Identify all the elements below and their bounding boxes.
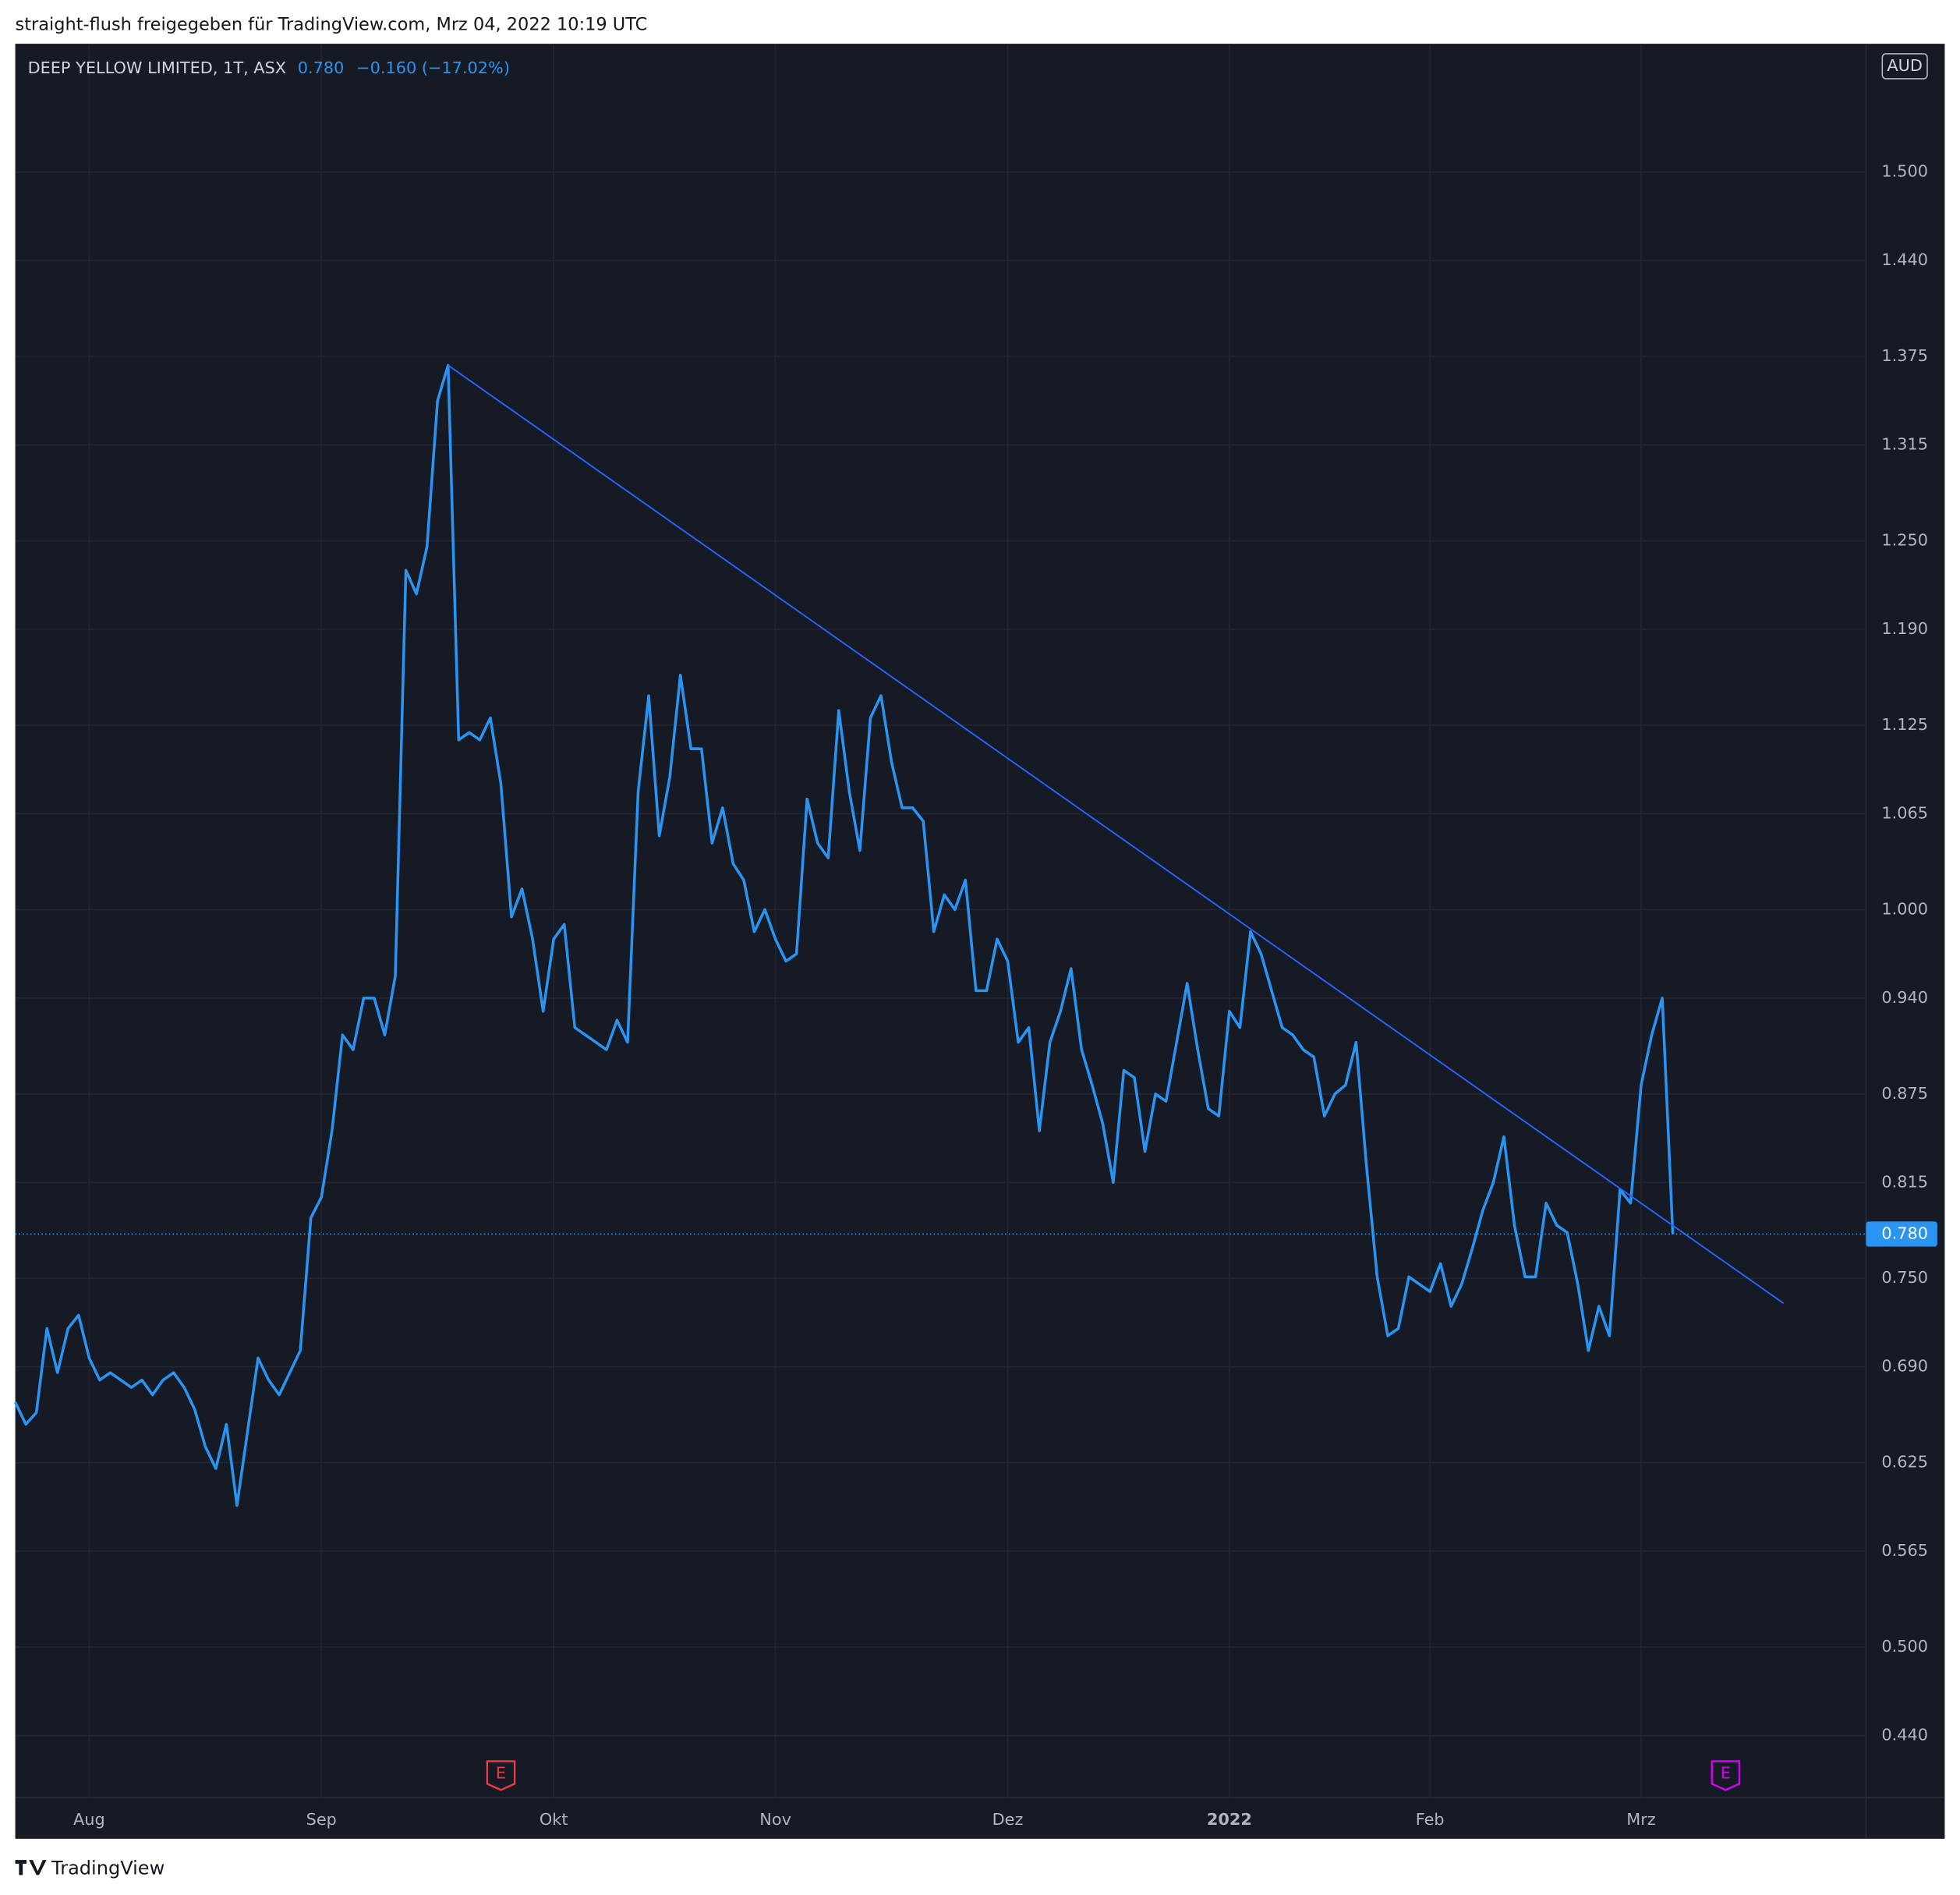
x-tick-label: Okt [540,1810,568,1829]
y-tick-label: 0.625 [1881,1453,1928,1472]
y-tick-label: 0.690 [1881,1357,1928,1376]
share-caption: straight-flush freigegeben für TradingVi… [16,15,648,35]
y-tick-label: 1.065 [1881,803,1928,822]
y-tick-label: 0.750 [1881,1268,1928,1287]
earnings-marker [486,1760,516,1791]
y-tick-label: 1.440 [1881,250,1928,269]
y-tick-label: 1.315 [1881,435,1928,454]
x-tick-label: Mrz [1626,1810,1656,1829]
chart-pane [15,44,1945,1839]
x-tick-label: Aug [73,1810,105,1829]
axes: 1.500 1.440 1.375 1.315 1.250 1.190 1.125 1.065… [73,162,1937,1829]
x-tick-label: 2022 [1207,1810,1252,1829]
x-tick-label: Nov [759,1810,791,1829]
last-price-badge [1866,1221,1937,1247]
last-price-label: 0.780 [1881,1224,1928,1242]
y-tick-label: 1.500 [1881,162,1928,181]
brand-name: TradingView [51,1857,165,1879]
y-tick-label: 0.500 [1881,1637,1928,1656]
y-tick-label: 1.190 [1881,619,1928,638]
x-tick-label: Dez [992,1810,1024,1829]
y-tick-label: 0.875 [1881,1084,1928,1103]
y-tick-label: 0.815 [1881,1172,1928,1191]
earnings-label: E [496,1764,506,1783]
y-tick-label: 0.565 [1881,1541,1928,1560]
x-tick-label: Sep [306,1810,337,1829]
y-tick-label: 1.375 [1881,346,1928,365]
currency-badge[interactable] [1881,53,1928,80]
y-tick-label: 0.940 [1881,988,1928,1007]
earnings-label: E [1721,1764,1731,1783]
price-line [13,363,1675,1507]
brand-logo [15,1860,47,1876]
y-tick-label: 1.125 [1881,715,1928,734]
trend-line [448,364,1785,1305]
y-tick-label: 1.000 [1881,899,1928,918]
earnings-marker [1711,1760,1741,1791]
x-tick-label: Feb [1416,1810,1445,1829]
currency-label: AUD [1887,56,1923,75]
legend-last-price: 0.780 [298,58,345,77]
y-tick-label: 1.250 [1881,531,1928,550]
symbol-legend: DEEP YELLOW LIMITED, 1T, ASX [28,58,286,77]
y-tick-label: 0.440 [1881,1726,1928,1744]
legend-change: −0.160 (−17.02%) [356,58,510,77]
